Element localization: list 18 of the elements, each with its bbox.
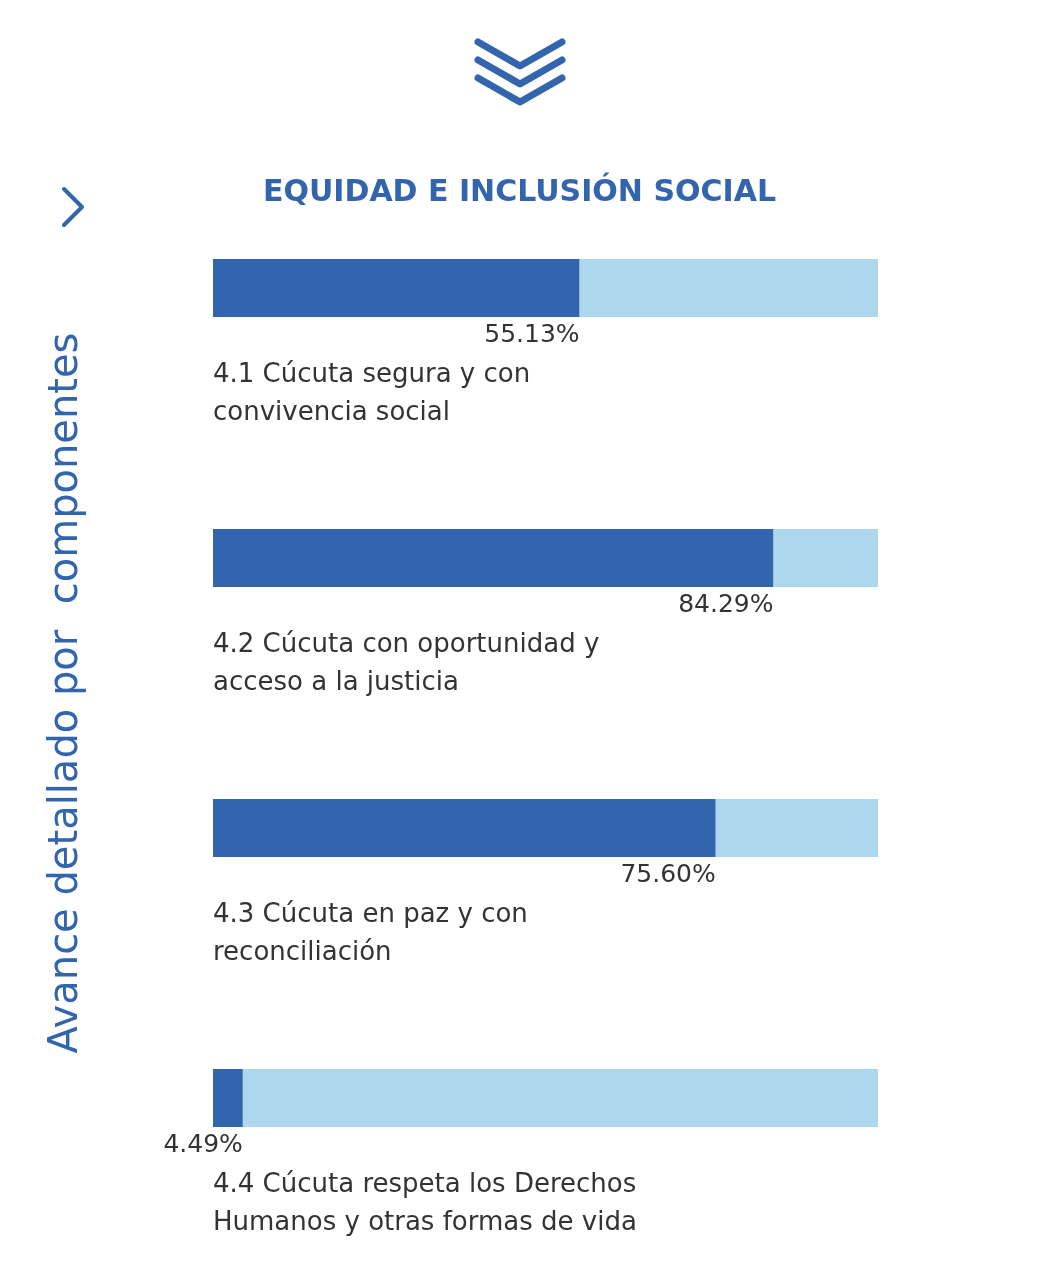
- y-tick-label: 4.2 Cúcuta con oportunidad y acceso a la justicia: [213, 628, 608, 696]
- chart-title: EQUIDAD E INCLUSIÓN SOCIAL: [262, 171, 777, 208]
- bar: [242, 1069, 878, 1127]
- y-tick-label: 4.3 Cúcuta en paz y con reconciliación: [213, 898, 537, 966]
- y-axis-title: Avance detallado por componentes: [40, 332, 86, 1054]
- bar: [773, 529, 878, 587]
- bar: [213, 259, 580, 317]
- y-tick-label: 4.1 Cúcuta segura y con convivencia social: [213, 358, 539, 426]
- bar: [579, 259, 878, 317]
- bar: [213, 529, 774, 587]
- data-label: 75.60%: [620, 859, 716, 888]
- bar: [715, 799, 878, 857]
- data-label: 4.49%: [163, 1129, 243, 1158]
- data-label: 55.13%: [484, 319, 580, 348]
- y-tick-label: 4.4 Cúcuta respeta los Derechos Humanos y otras formas de vida: [213, 1168, 645, 1236]
- data-label: 84.29%: [678, 589, 774, 618]
- bar: [213, 1069, 243, 1127]
- bar: [213, 799, 716, 857]
